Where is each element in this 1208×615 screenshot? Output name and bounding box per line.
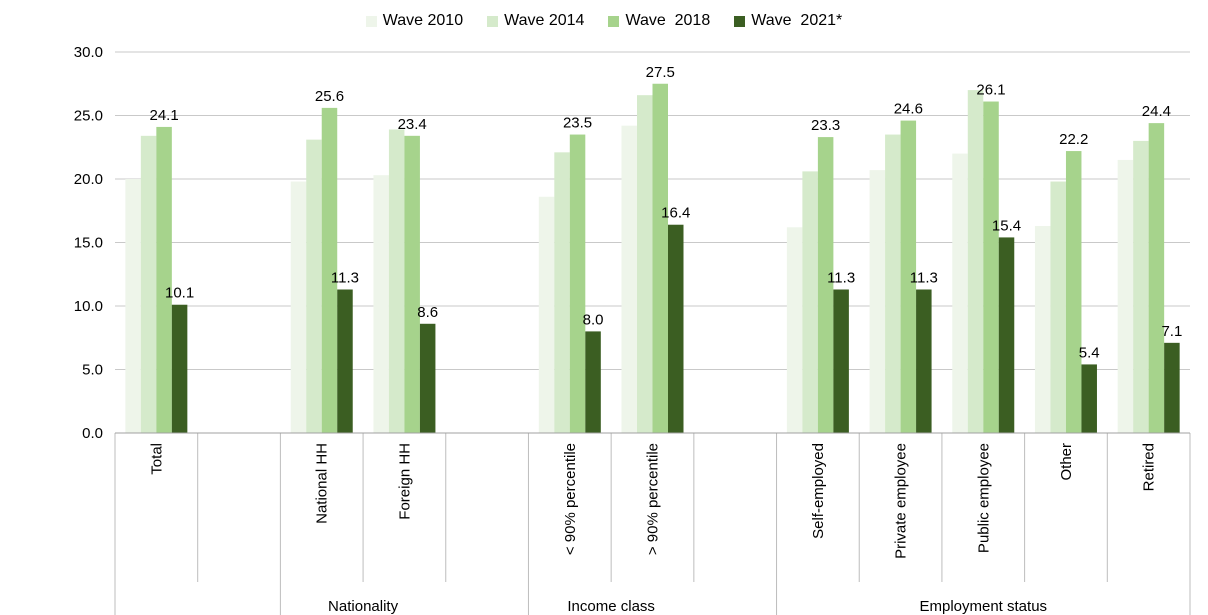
bar bbox=[554, 152, 570, 433]
bar bbox=[1164, 343, 1180, 433]
bar bbox=[1081, 364, 1097, 433]
y-tick-label: 10.0 bbox=[74, 298, 103, 315]
bar bbox=[802, 171, 818, 433]
group-label: Income class bbox=[567, 598, 655, 615]
group-label: Nationality bbox=[328, 598, 399, 615]
y-tick-label: 5.0 bbox=[82, 362, 103, 379]
data-label: 16.4 bbox=[661, 205, 690, 222]
bar bbox=[420, 324, 436, 433]
y-tick-label: 15.0 bbox=[74, 235, 103, 252]
data-label: 11.3 bbox=[910, 269, 938, 286]
bar bbox=[870, 170, 886, 433]
data-label: 26.1 bbox=[976, 82, 1005, 99]
bar bbox=[141, 136, 157, 433]
y-tick-label: 30.0 bbox=[74, 44, 103, 61]
bar bbox=[833, 289, 849, 433]
bar bbox=[373, 175, 389, 433]
bar bbox=[1035, 226, 1051, 433]
bar bbox=[968, 90, 984, 433]
bar bbox=[668, 225, 684, 433]
category-label: Other bbox=[1058, 443, 1075, 481]
bar bbox=[983, 102, 999, 433]
bar bbox=[570, 135, 586, 433]
data-label: 24.6 bbox=[894, 101, 923, 118]
category-label: Retired bbox=[1141, 443, 1158, 491]
group-label: Employment status bbox=[919, 598, 1047, 615]
data-label: 11.3 bbox=[331, 269, 359, 286]
bar bbox=[999, 237, 1015, 433]
data-label: 8.0 bbox=[583, 311, 604, 328]
bar bbox=[585, 331, 601, 433]
category-label: Foreign HH bbox=[396, 443, 413, 520]
y-tick-label: 0.0 bbox=[82, 425, 103, 442]
data-label: 25.6 bbox=[315, 88, 344, 105]
data-label: 24.4 bbox=[1142, 103, 1171, 120]
bar bbox=[622, 126, 638, 433]
category-label: < 90% percentile bbox=[562, 443, 579, 555]
bar bbox=[389, 129, 405, 433]
bar bbox=[404, 136, 420, 433]
bar bbox=[787, 227, 803, 433]
bar bbox=[172, 305, 188, 433]
bar bbox=[156, 127, 172, 433]
data-label: 22.2 bbox=[1059, 131, 1088, 148]
data-label: 24.1 bbox=[149, 107, 178, 124]
bar bbox=[653, 84, 669, 433]
data-label: 10.1 bbox=[165, 285, 194, 302]
bar bbox=[1149, 123, 1165, 433]
bar bbox=[306, 140, 322, 433]
bar bbox=[885, 135, 901, 433]
data-label: 23.3 bbox=[811, 117, 840, 134]
category-label: National HH bbox=[314, 443, 331, 524]
y-tick-label: 20.0 bbox=[74, 171, 103, 188]
category-label: > 90% percentile bbox=[645, 443, 662, 555]
data-label: 27.5 bbox=[646, 64, 675, 81]
data-label: 23.4 bbox=[398, 116, 427, 133]
data-label: 11.3 bbox=[827, 269, 855, 286]
data-label: 7.1 bbox=[1161, 323, 1182, 340]
category-label: Total bbox=[148, 443, 165, 475]
bar bbox=[1118, 160, 1134, 433]
data-label: 5.4 bbox=[1079, 344, 1100, 361]
category-label: Self-employed bbox=[810, 443, 827, 539]
data-label: 23.5 bbox=[563, 115, 592, 132]
bar bbox=[1050, 182, 1066, 433]
category-label: Public employee bbox=[975, 443, 992, 553]
bar bbox=[1066, 151, 1082, 433]
data-label: 8.6 bbox=[417, 304, 438, 321]
category-label: Private employee bbox=[893, 443, 910, 559]
data-label: 15.4 bbox=[992, 217, 1021, 234]
bar bbox=[916, 289, 932, 433]
bar bbox=[125, 179, 141, 433]
bar bbox=[637, 95, 653, 433]
bar bbox=[337, 289, 353, 433]
bar bbox=[291, 182, 307, 433]
y-tick-label: 25.0 bbox=[74, 108, 103, 125]
bar bbox=[1133, 141, 1149, 433]
bar bbox=[539, 197, 555, 433]
bar bbox=[952, 154, 968, 433]
